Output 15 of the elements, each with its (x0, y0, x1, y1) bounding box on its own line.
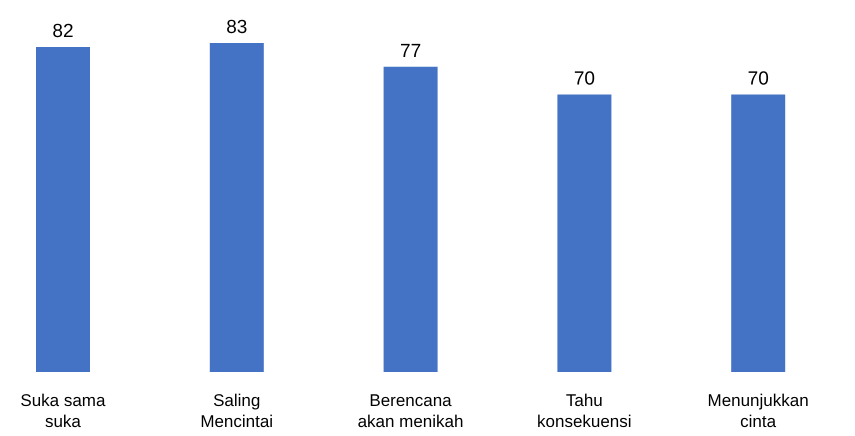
bar (557, 94, 612, 372)
data-label: 70 (574, 68, 595, 90)
bar (384, 66, 438, 372)
bar (731, 94, 786, 372)
data-label: 82 (52, 20, 74, 42)
data-label: 70 (748, 68, 769, 90)
bar (210, 43, 264, 372)
x-tick-label: Saling Mencintai (200, 391, 274, 431)
x-tick-label: Berencana akan menikah (358, 391, 464, 431)
data-label: 77 (400, 40, 422, 62)
x-tick-label: Menunjukkan cinta (708, 391, 809, 431)
x-tick-label: Suka sama suka (20, 391, 106, 431)
bar (36, 46, 90, 372)
x-tick-label: Tahu konsekuensi (537, 391, 632, 431)
data-label: 83 (226, 17, 248, 38)
